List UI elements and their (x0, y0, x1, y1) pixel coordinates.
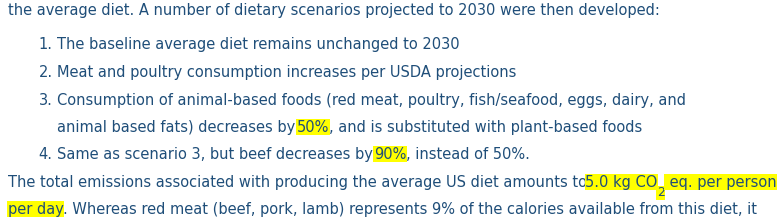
Text: 90%: 90% (374, 147, 406, 162)
Text: , and is substituted with plant-based foods: , and is substituted with plant-based fo… (329, 120, 643, 135)
Text: eq. per person: eq. per person (664, 175, 776, 190)
Text: Meat and poultry consumption increases per USDA projections: Meat and poultry consumption increases p… (57, 65, 516, 80)
Text: 4.: 4. (39, 147, 53, 162)
Text: . Whereas red meat (beef, pork, lamb) represents 9% of the calories available fr: . Whereas red meat (beef, pork, lamb) re… (63, 202, 757, 217)
Text: animal based fats) decreases by: animal based fats) decreases by (57, 120, 299, 135)
Text: the average diet. A number of dietary scenarios projected to 2030 were then deve: the average diet. A number of dietary sc… (8, 3, 660, 18)
Text: 2.: 2. (39, 65, 53, 80)
Text: 1.: 1. (39, 37, 53, 52)
Text: 2: 2 (657, 186, 665, 199)
Text: per day: per day (8, 202, 64, 217)
Text: 3.: 3. (39, 93, 53, 108)
Text: Same as scenario 3, but beef decreases by: Same as scenario 3, but beef decreases b… (57, 147, 377, 162)
Text: 50%: 50% (297, 120, 329, 135)
Text: The baseline average diet remains unchanged to 2030: The baseline average diet remains unchan… (57, 37, 459, 52)
Text: Consumption of animal-based foods (red meat, poultry, fish/seafood, eggs, dairy,: Consumption of animal-based foods (red m… (57, 93, 685, 108)
Text: , instead of 50%.: , instead of 50%. (406, 147, 530, 162)
Text: The total emissions associated with producing the average US diet amounts to: The total emissions associated with prod… (8, 175, 591, 190)
Text: 5.0 kg CO: 5.0 kg CO (585, 175, 657, 190)
